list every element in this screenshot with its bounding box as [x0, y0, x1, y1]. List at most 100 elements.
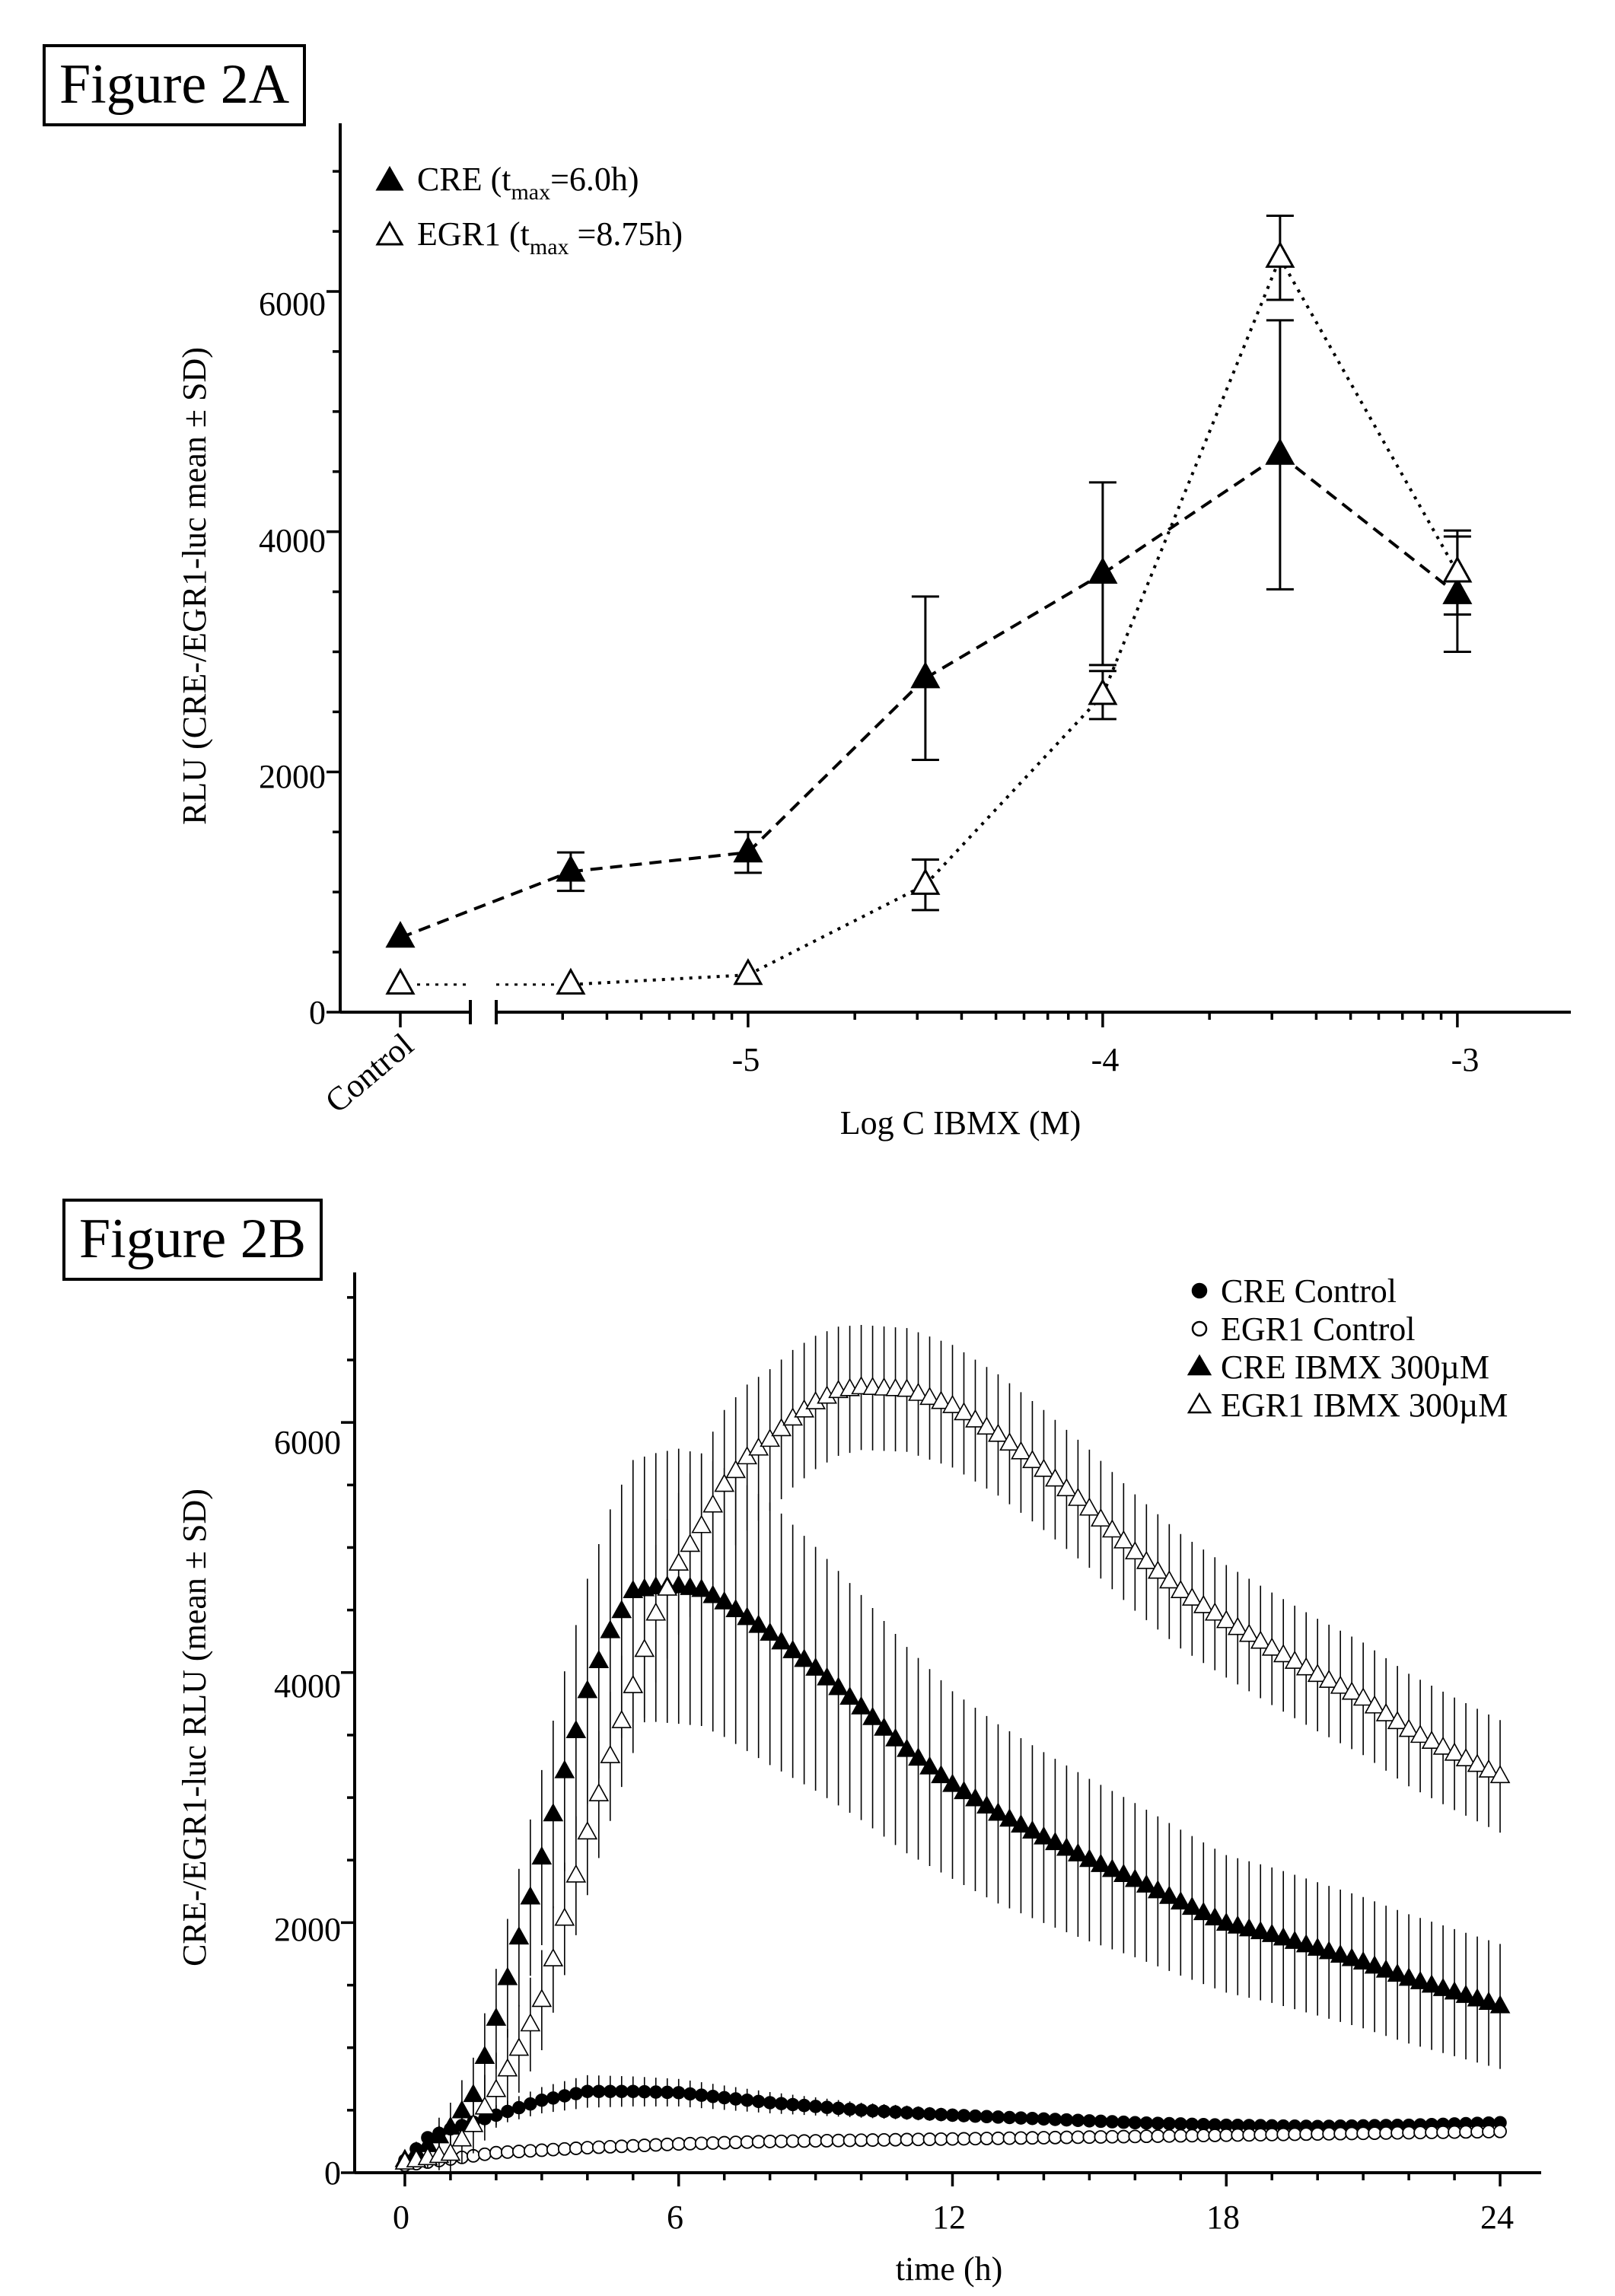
figure-2b-cre-control-point: [991, 2110, 1005, 2124]
figure-2a-egr1-point: [733, 958, 763, 986]
figure-2b-egr1-control-point: [785, 2134, 800, 2148]
figure-2b-cre-ibmx-300-m-point: [1478, 1991, 1499, 2010]
figure-2b-egr1-ibmx-300-m-point: [1284, 1650, 1305, 1669]
figure-2b-egr1-control-point: [1196, 2129, 1211, 2143]
figure-2b-egr1-control-point: [1094, 2130, 1108, 2144]
figure-2b-cre-ibmx-300-m-point: [508, 1926, 530, 1945]
figure-2b-egr1-ibmx-300-m-point: [1204, 1602, 1225, 1621]
figure-2a-legend-label-cre: CRE (tmax=6.0h): [417, 161, 639, 205]
figure-2b-egr1-control-point: [1059, 2130, 1074, 2145]
figure-2a-cre-line-segment: [924, 572, 1104, 680]
figure-2b-cre-ibmx-300-m-point: [794, 1648, 814, 1667]
figure-2b-legend-label-egr1-control: EGR1 Control: [1221, 1310, 1415, 1348]
figure-2b-egr1-control-point: [728, 2135, 743, 2150]
figure-2b-egr1-ibmx-300-m-point: [1432, 1736, 1454, 1755]
figure-2a-cre-line-segment: [1279, 454, 1459, 596]
figure-2b-egr1-ibmx-300-m-point: [1091, 1508, 1111, 1527]
figure-2b-egr1-control-point: [1231, 2128, 1245, 2142]
figure-2b-egr1-ibmx-300-m-point: [577, 1821, 598, 1840]
figure-2b-cre-ibmx-300-m-point: [1307, 1937, 1328, 1956]
figure-2b-legend-marker-egr1-ibmx: [1187, 1392, 1212, 1414]
figure-2b-cre-control-point: [785, 2097, 800, 2112]
figure-2b-cre-control-point: [740, 2093, 754, 2107]
figure-2b-cre-ibmx-300-m-point: [1238, 1918, 1260, 1937]
figure-2b-egr1-ibmx-300-m-point: [1011, 1441, 1031, 1460]
figure-2b-egr1-ibmx-300-m-point: [531, 1989, 553, 2008]
figure-2b-legend-marker-cre-control: [1191, 1282, 1208, 1299]
figure-2b-cre-ibmx-300-m-point: [965, 1788, 986, 1807]
figure-2b-egr1-control-point: [1037, 2131, 1051, 2145]
figure-2b-ticks: [341, 1296, 1502, 2186]
figure-2b-egr1-ibmx-300-m-point: [760, 1428, 781, 1447]
figure-2b-cre-ibmx-300-m-point: [1284, 1930, 1305, 1949]
figure-2b-cre-ibmx-300-m-point: [1124, 1868, 1145, 1887]
figure-2b-egr1-ibmx-300-m-point: [588, 1782, 610, 1801]
figure-2b-egr1-control-point: [1174, 2129, 1188, 2143]
figure-2b-cre-ibmx-300-m-point: [497, 1966, 518, 1986]
figure-2b-egr1-ibmx-300-m-point: [897, 1378, 917, 1397]
figure-2b-egr1-control-point: [1253, 2128, 1268, 2142]
figure-2b-egr1-ibmx-300-m-point: [1056, 1478, 1077, 1497]
figure-2b-egr1-ibmx-300-m-point: [1489, 1765, 1511, 1784]
figure-2b-egr1-control-point: [1048, 2130, 1062, 2145]
figure-2a-cre-point: [733, 836, 763, 863]
figure-2b-cre-ibmx-300-m-point: [1045, 1832, 1066, 1851]
figure-2b-cre-control-point: [888, 2105, 903, 2119]
figure-2b-egr1-ibmx-300-m-point: [1455, 1747, 1476, 1766]
figure-2b-cre-control-point: [604, 2084, 617, 2098]
figure-2b-cre-ibmx-300-m-point: [942, 1773, 963, 1792]
figure-2b-egr1-control-point: [1470, 2125, 1484, 2139]
figure-2b-egr1-ibmx-300-m-point: [691, 1514, 712, 1533]
figure-2b-egr1-ibmx-300-m-point: [1307, 1664, 1328, 1683]
figure-2b-cre-ibmx-300-m-point: [440, 2116, 461, 2135]
figure-2b-legend: CRE Control EGR1 Control CRE IBMX 300µM …: [1187, 1272, 1508, 1424]
figure-2b-egr1-ibmx-300-m-point: [1421, 1730, 1442, 1749]
figure-2b-egr1-control-point: [671, 2137, 686, 2151]
figure-2a-y-tick-label-2000: 2000: [259, 758, 326, 795]
figure-2b-cre-ibmx-300-m-point: [908, 1747, 929, 1766]
figure-2a-egr1-point: [1088, 678, 1118, 705]
figure-2b-cre-control-point: [1094, 2114, 1108, 2129]
figure-2b-series-egr1-control: [398, 2124, 1507, 2173]
figure-2b-egr1-ibmx-300-m-point: [1318, 1669, 1339, 1688]
figure-2b-egr1-control-point: [1482, 2125, 1496, 2138]
figure-2b-egr1-control-point: [1014, 2131, 1028, 2145]
figure-2b-egr1-control-point: [694, 2136, 709, 2151]
figure-2b-egr1-control-point: [580, 2141, 594, 2155]
figure-2b-egr1-control-point: [1299, 2127, 1314, 2142]
figure-2b-egr1-ibmx-300-m-point: [1147, 1560, 1168, 1579]
figure-2b-cre-control-point: [1048, 2113, 1062, 2126]
figure-2b-cre-ibmx-300-m-point: [1204, 1907, 1225, 1926]
figure-2b-egr1-control-point: [1288, 2127, 1302, 2142]
figure-2b-egr1-ibmx-300-m-point: [451, 2128, 473, 2147]
figure-2b-egr1-ibmx-300-m-point: [600, 1744, 621, 1763]
figure-2b-cre-ibmx-300-m-point: [931, 1765, 951, 1784]
figure-2b-egr1-ibmx-300-m-point: [1261, 1637, 1282, 1656]
figure-2a-legend-label-egr1: EGR1 (tmax =8.75h): [417, 215, 683, 260]
figure-2b-cre-control-point: [797, 2098, 811, 2113]
figure-2b-cre-control-point: [1071, 2113, 1085, 2127]
figure-2b-egr1-ibmx-300-m-point: [1113, 1530, 1134, 1549]
figure-2b-egr1-ibmx-300-m-point: [1375, 1702, 1397, 1721]
figure-2b-cre-ibmx-300-m-point: [1022, 1820, 1043, 1839]
figure-2b-egr1-control-point: [500, 2145, 514, 2159]
figure-2b-cre-ibmx-300-m-point: [1330, 1944, 1351, 1963]
figure-2b-cre-ibmx-300-m-point: [1341, 1947, 1362, 1966]
figure-2b-cre-ibmx-300-m-point: [1011, 1814, 1031, 1833]
figure-2b-cre-control-point: [808, 2100, 823, 2113]
figure-2b-cre-ibmx-300-m-point: [897, 1738, 917, 1757]
figure-2b-cre-control-point: [558, 2089, 572, 2103]
figure-2b-cre-control-point: [660, 2085, 674, 2100]
figure-2a-legend-marker-cre: [375, 165, 404, 191]
figure-2a-plot-area: [385, 215, 1473, 995]
figure-2b-cre-ibmx-300-m-point: [1170, 1891, 1191, 1910]
figure-2b-egr1-control-point: [706, 2136, 720, 2150]
figure-2a-egr1-point: [1442, 556, 1473, 583]
figure-2b-cre-ibmx-300-m-point: [1068, 1842, 1088, 1861]
figure-2a-egr1-point: [385, 967, 416, 995]
figure-2b-x-tick-label-24: 24: [1480, 2199, 1514, 2236]
figure-2b-egr1-control-point: [1493, 2124, 1507, 2138]
figure-2b-cre-ibmx-300-m-point: [954, 1781, 974, 1800]
figure-2b-cre-control-point: [546, 2091, 560, 2105]
figure-2a-x-tick-label-minus3: -3: [1451, 1041, 1480, 1078]
